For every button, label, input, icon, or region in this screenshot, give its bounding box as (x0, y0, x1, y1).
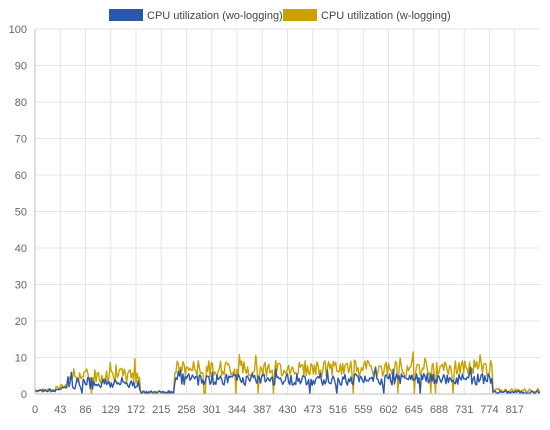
x-tick-label: 559 (354, 404, 372, 416)
x-tick-label: 344 (228, 404, 246, 416)
x-tick-label: 645 (405, 404, 423, 416)
y-tick-label: 90 (15, 61, 27, 73)
y-tick-label: 20 (15, 316, 27, 328)
x-tick-label: 0 (32, 404, 38, 416)
x-tick-label: 301 (203, 404, 221, 416)
series-layer (34, 351, 541, 395)
x-tick-label: 473 (304, 404, 322, 416)
legend-label: CPU utilization (w-logging) (321, 10, 451, 22)
x-tick-label: 602 (379, 404, 397, 416)
y-tick-label: 40 (15, 243, 27, 255)
axes: 0 10 20 30 40 50 60 70 80 90 100 0 43 86 129 172 215 258 3… (9, 24, 540, 416)
x-tick-label: 215 (152, 404, 170, 416)
x-tick-label: 688 (430, 404, 448, 416)
y-tick-label: 60 (15, 170, 27, 182)
y-tick-label: 30 (15, 280, 27, 292)
x-tick-label: 387 (253, 404, 271, 416)
x-tick-label: 129 (102, 404, 120, 416)
x-tick-label: 774 (480, 404, 498, 416)
series-line-w-logging (34, 351, 541, 395)
y-tick-label: 100 (9, 24, 27, 36)
x-tick-label: 258 (177, 404, 195, 416)
x-tick-label: 430 (278, 404, 296, 416)
legend-label: CPU utilization (wo-logging) (147, 10, 283, 22)
y-tick-label: 10 (15, 353, 27, 365)
x-tick-label: 172 (127, 404, 145, 416)
series-line-wo-logging (34, 366, 541, 395)
x-tick-label: 731 (455, 404, 473, 416)
y-tick-label: 70 (15, 134, 27, 146)
x-tick-label: 43 (54, 404, 66, 416)
x-tick-label: 516 (329, 404, 347, 416)
grid (34, 28, 540, 395)
y-tick-label: 0 (21, 389, 27, 401)
legend: CPU utilization (wo-logging) CPU utilizat… (109, 9, 451, 22)
x-tick-label: 817 (506, 404, 524, 416)
y-tick-label: 80 (15, 97, 27, 109)
x-tick-label: 86 (79, 404, 91, 416)
legend-swatch (283, 9, 317, 21)
legend-swatch (109, 9, 143, 21)
y-tick-label: 50 (15, 207, 27, 219)
